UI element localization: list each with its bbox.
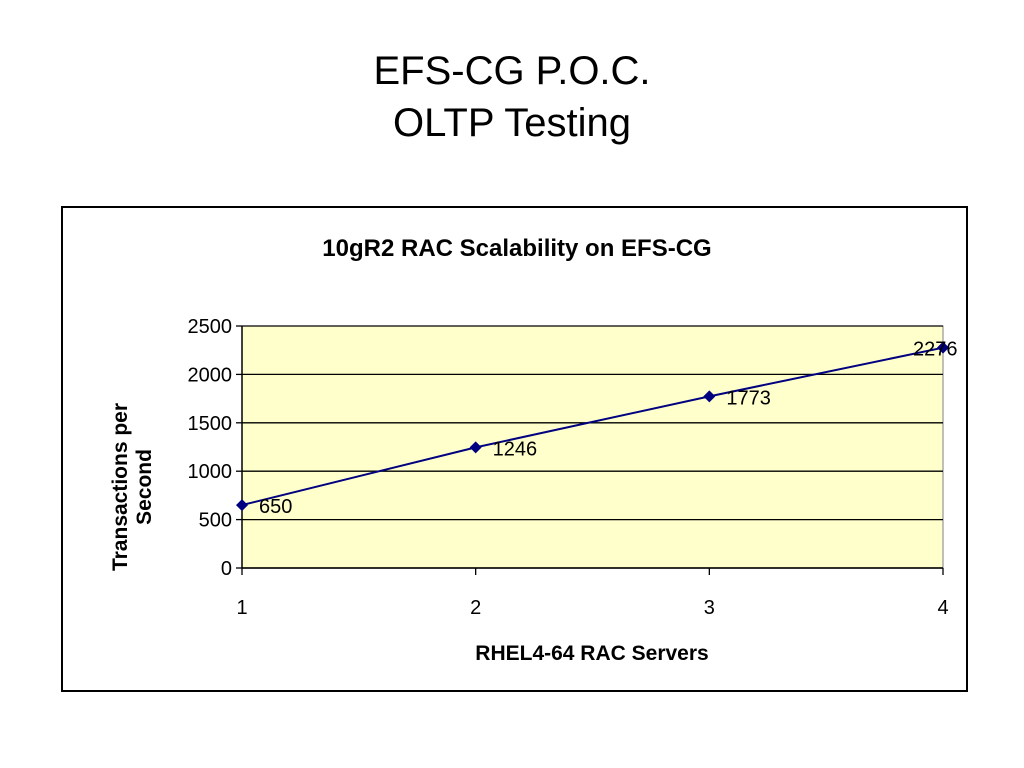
data-point-marker <box>236 499 248 512</box>
slide-title-line-1: EFS-CG P.O.C. <box>373 49 651 93</box>
x-tick-label: 4 <box>937 597 948 619</box>
y-tick-label: 2500 <box>188 316 233 338</box>
y-tick-label: 0 <box>221 558 232 580</box>
data-label: 1773 <box>726 387 771 409</box>
data-point-marker <box>937 341 949 354</box>
y-axis-title: Transactions per Second <box>109 403 156 571</box>
slide-title-line-2: OLTP Testing <box>393 101 631 145</box>
x-tick-label: 1 <box>236 597 247 619</box>
data-label: 650 <box>259 496 292 518</box>
y-tick-label: 1000 <box>188 461 233 483</box>
plot-background <box>241 325 944 569</box>
data-label: 2276 <box>913 339 958 361</box>
chart-title: 10gR2 RAC Scalability on EFS-CG <box>322 235 711 262</box>
slide-title: EFS-CG P.O.C. OLTP Testing <box>0 45 1024 149</box>
x-tick-label: 2 <box>470 597 481 619</box>
x-axis-title: RHEL4-64 RAC Servers <box>475 642 708 665</box>
data-point-marker <box>703 390 716 403</box>
y-tick-label: 500 <box>199 510 232 532</box>
chart-frame: 10gR2 RAC Scalability on EFS-CG 0 500 1000… <box>61 206 968 692</box>
data-label: 1246 <box>493 438 537 460</box>
x-tick-label: 3 <box>704 597 715 619</box>
y-tick-label: 1500 <box>188 413 233 435</box>
chart: 10gR2 RAC Scalability on EFS-CG 0 500 1000… <box>109 235 958 665</box>
y-axis-title-line-2: Second <box>133 449 156 525</box>
data-point-marker <box>469 441 482 454</box>
y-axis-title-line-1: Transactions per <box>109 403 132 571</box>
series-line <box>241 346 944 507</box>
plot-area: 0 500 1000 1500 2000 2500 1 2 3 4 650 1246 1773 2276 <box>188 316 958 619</box>
y-tick-label: 2000 <box>188 364 233 386</box>
